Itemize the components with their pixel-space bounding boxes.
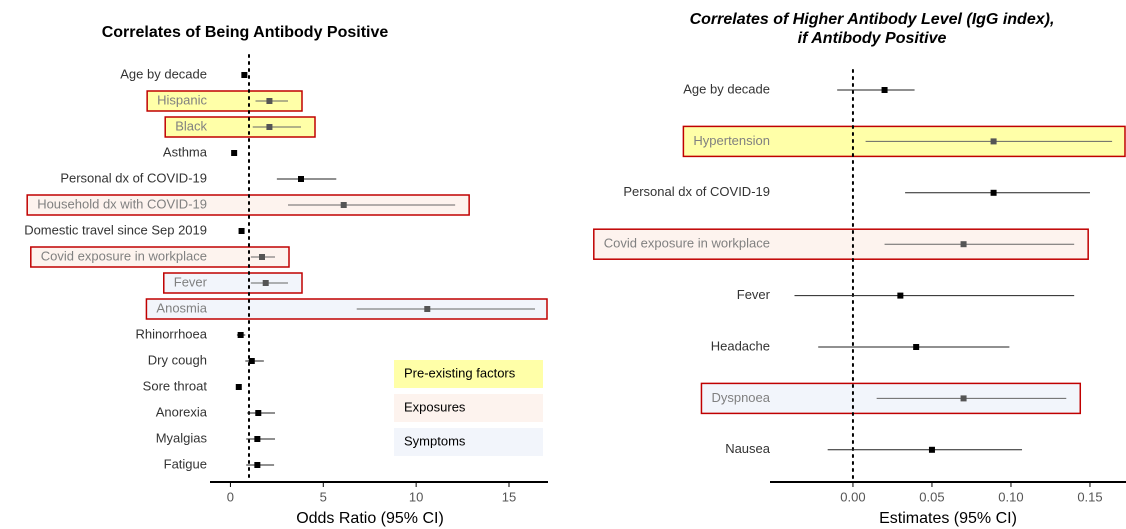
estimate-point <box>262 280 269 286</box>
x-axis-label: Odds Ratio (95% CI) <box>296 510 444 527</box>
row-label: Headache <box>711 338 770 353</box>
row-label: Hypertension <box>693 133 770 148</box>
row-label: Sore throat <box>143 378 208 393</box>
estimate-point <box>237 332 244 338</box>
estimate-point <box>298 176 304 182</box>
legend-label: Exposures <box>404 399 466 414</box>
row-label: Nausea <box>725 441 771 456</box>
legend-swatch <box>394 394 543 422</box>
legend-swatch <box>394 428 543 456</box>
row-label: Black <box>175 118 207 133</box>
legend-swatch <box>394 360 543 388</box>
row-label: Covid exposure in workplace <box>41 248 207 263</box>
chart-title: Correlates of Higher Antibody Level (IgG… <box>690 11 1055 28</box>
row-label: Dyspnoea <box>711 390 770 405</box>
row-label: Personal dx of COVID-19 <box>623 184 770 199</box>
estimate-point <box>266 124 273 130</box>
row-label: Age by decade <box>120 66 207 81</box>
row-label: Fatigue <box>164 456 207 471</box>
row-label: Hispanic <box>157 92 207 107</box>
chart-title: Correlates of Being Antibody Positive <box>102 24 389 41</box>
estimate-point <box>424 306 431 312</box>
row-label: Age by decade <box>683 81 770 96</box>
estimate-point <box>913 344 920 350</box>
row-label: Anosmia <box>156 300 207 315</box>
x-tick-label: 0.00 <box>840 489 865 504</box>
estimate-point <box>897 292 904 299</box>
row-label: Domestic travel since Sep 2019 <box>24 222 207 237</box>
estimate-point <box>990 138 997 145</box>
estimate-point <box>960 395 967 402</box>
chart-title: if Antibody Positive <box>798 30 947 47</box>
estimate-point <box>928 446 935 453</box>
estimate-point <box>231 150 238 156</box>
estimate-point <box>255 410 262 416</box>
row-label: Myalgias <box>156 430 208 445</box>
highlight-layer <box>26 90 1126 415</box>
estimate-point <box>990 189 997 196</box>
estimate-point <box>340 202 347 208</box>
estimate-point <box>881 87 888 93</box>
x-tick-label: 5 <box>320 489 327 504</box>
estimate-point <box>266 98 273 104</box>
legend-label: Pre-existing factors <box>404 365 516 380</box>
x-tick-label: 0.05 <box>919 489 944 504</box>
x-tick-label: 15 <box>502 489 516 504</box>
x-tick-label: 0.10 <box>998 489 1023 504</box>
row-label: Household dx with COVID-19 <box>37 196 207 211</box>
legend-label: Symptoms <box>404 433 466 448</box>
x-tick-label: 10 <box>409 489 423 504</box>
x-tick-label: 0.15 <box>1077 489 1102 504</box>
estimate-point <box>248 358 255 364</box>
row-label: Asthma <box>163 144 208 159</box>
row-label: Fever <box>737 287 771 302</box>
x-axis-label: Estimates (95% CI) <box>879 510 1017 527</box>
estimate-point <box>238 228 245 234</box>
estimate-point <box>254 462 261 468</box>
highlight-box <box>30 246 290 268</box>
highlight-box <box>163 272 303 294</box>
highlight-box <box>164 116 316 138</box>
estimate-point <box>254 436 261 442</box>
estimate-point <box>960 241 967 248</box>
highlight-box <box>146 90 303 112</box>
row-label: Rhinorrhoea <box>135 326 207 341</box>
estimate-point <box>259 254 265 260</box>
highlight-box <box>145 298 548 320</box>
row-label: Fever <box>174 274 208 289</box>
row-label: Dry cough <box>148 352 207 367</box>
row-label: Covid exposure in workplace <box>604 236 770 251</box>
x-tick-label: 0 <box>227 489 234 504</box>
row-label: Personal dx of COVID-19 <box>60 170 207 185</box>
estimate-point <box>241 72 248 78</box>
estimate-point <box>235 384 242 390</box>
row-label: Anorexia <box>156 404 208 419</box>
